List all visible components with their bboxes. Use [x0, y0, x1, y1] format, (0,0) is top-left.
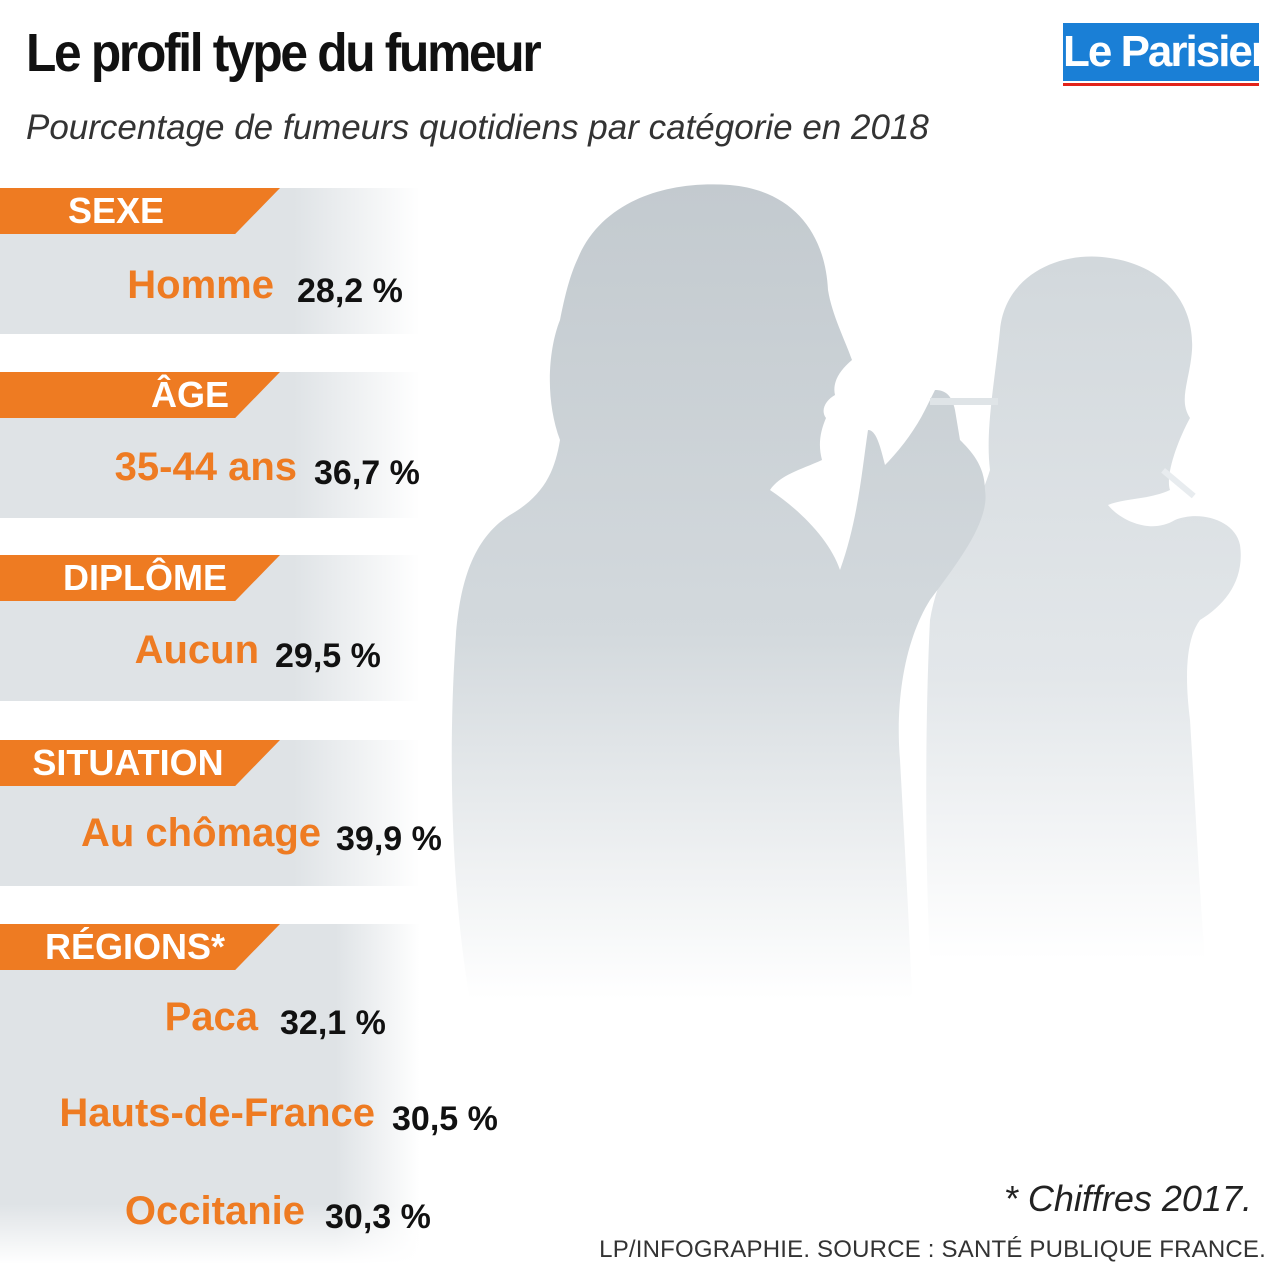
stat-value: 36,7 % — [314, 454, 420, 492]
stat-value: 30,5 % — [392, 1100, 498, 1138]
category-tag-age: ÂGE — [0, 372, 280, 418]
front-cigarette-shape — [930, 398, 998, 405]
stat-value: 29,5 % — [275, 637, 381, 675]
stat-label: Occitanie — [124, 1189, 305, 1233]
category-band-regions — [0, 924, 420, 1264]
stat-value: 39,9 % — [336, 820, 442, 858]
le-parisien-logo: Le Parisien — [1063, 23, 1278, 87]
category-tag-label: SITUATION — [32, 742, 224, 783]
page-title: Le profil type du fumeur — [26, 23, 542, 83]
stat-label: 35-44 ans — [114, 445, 297, 489]
back-smoker-silhouette — [926, 256, 1241, 961]
category-tag-label: DIPLÔME — [62, 557, 227, 598]
category-tag-label: SEXE — [67, 190, 165, 231]
footnote: * Chiffres 2017. — [1003, 1178, 1252, 1219]
category-tag-diplome: DIPLÔME — [0, 555, 280, 601]
category-tag-regions: RÉGIONS* — [0, 924, 280, 970]
stat-label: Hauts-de-France — [59, 1091, 375, 1135]
category-tag-label: ÂGE — [150, 374, 229, 415]
stat-label: Paca — [164, 995, 258, 1039]
stat-value: 28,2 % — [297, 272, 403, 310]
stat-value: 32,1 % — [280, 1004, 386, 1042]
source-credit: LP/INFOGRAPHIE. SOURCE : SANTÉ PUBLIQUE … — [599, 1236, 1266, 1263]
stat-label: Homme — [127, 263, 274, 307]
logo-underline — [1063, 83, 1259, 86]
stat-label: Aucun — [134, 628, 259, 672]
front-smoker-silhouette — [451, 184, 986, 1000]
back-cigarette-shape — [1161, 468, 1196, 499]
logo-text: Le Parisien — [1063, 23, 1278, 81]
category-tag-situation: SITUATION — [0, 740, 280, 786]
category-tag-label: RÉGIONS* — [44, 926, 226, 967]
stat-label: Au chômage — [80, 811, 321, 855]
stat-value: 30,3 % — [325, 1198, 431, 1236]
category-tag-sexe: SEXE — [0, 188, 280, 234]
page-subtitle: Pourcentage de fumeurs quotidiens par ca… — [26, 108, 929, 147]
